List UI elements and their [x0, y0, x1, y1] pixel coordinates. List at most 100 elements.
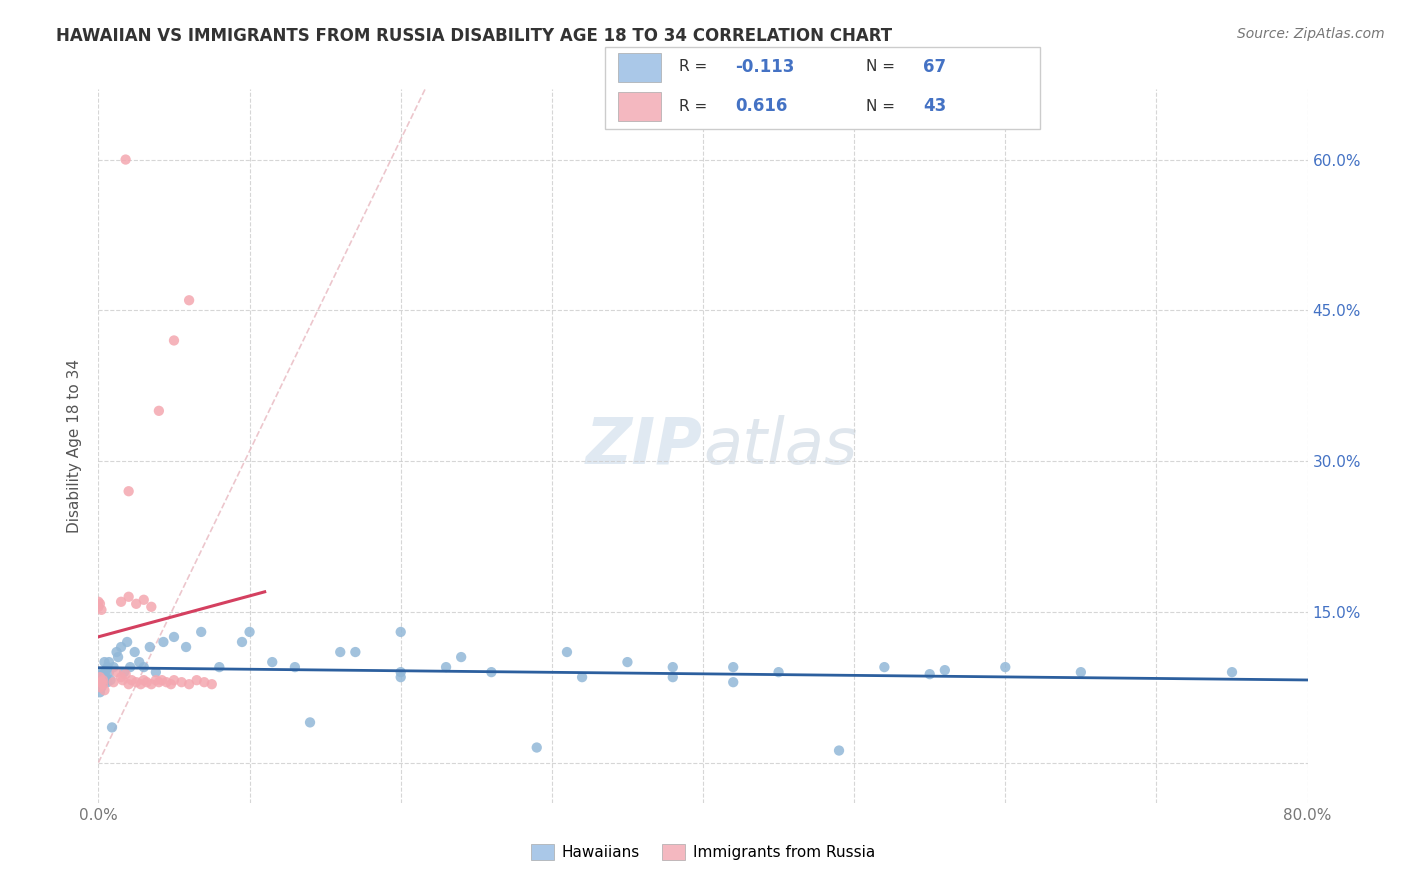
Legend: Hawaiians, Immigrants from Russia: Hawaiians, Immigrants from Russia — [524, 838, 882, 866]
Point — [201, 677, 224, 691]
Point — [118, 677, 141, 691]
Point — [105, 665, 128, 680]
Point — [105, 645, 128, 659]
Point — [87, 673, 110, 688]
Point — [89, 677, 111, 691]
Text: N =: N = — [866, 60, 896, 74]
Point — [87, 595, 110, 609]
Point — [481, 665, 503, 680]
FancyBboxPatch shape — [617, 93, 661, 121]
Point — [121, 673, 143, 688]
Point — [139, 640, 162, 654]
Point — [163, 630, 186, 644]
Point — [128, 655, 150, 669]
Point — [828, 743, 851, 757]
Point — [111, 673, 134, 688]
Point — [145, 673, 167, 688]
Point — [526, 740, 548, 755]
Point — [193, 675, 215, 690]
Point — [661, 670, 683, 684]
Point — [723, 675, 745, 690]
Point — [91, 667, 114, 681]
Text: N =: N = — [866, 99, 896, 114]
Point — [389, 665, 412, 680]
Point — [723, 660, 745, 674]
Point — [114, 153, 136, 167]
Point — [93, 683, 115, 698]
Point — [90, 680, 112, 694]
Point — [115, 635, 138, 649]
Point — [190, 624, 212, 639]
Point — [163, 334, 186, 348]
FancyBboxPatch shape — [617, 53, 661, 82]
Point — [934, 663, 956, 677]
Point — [124, 645, 146, 659]
Point — [150, 673, 173, 688]
Point — [107, 650, 129, 665]
Point — [118, 590, 141, 604]
Point — [262, 655, 284, 669]
Point — [152, 635, 174, 649]
Text: R =: R = — [679, 99, 707, 114]
Point — [239, 624, 262, 639]
Point — [112, 665, 135, 680]
Point — [132, 592, 155, 607]
Point — [1070, 665, 1092, 680]
Point — [89, 680, 111, 694]
Point — [125, 597, 148, 611]
Point — [101, 720, 124, 734]
Point — [90, 665, 112, 680]
Point — [87, 675, 110, 690]
Point — [91, 675, 114, 690]
Point — [90, 603, 112, 617]
Point — [616, 655, 638, 669]
Point — [120, 660, 142, 674]
Point — [110, 640, 132, 654]
Text: HAWAIIAN VS IMMIGRANTS FROM RUSSIA DISABILITY AGE 18 TO 34 CORRELATION CHART: HAWAIIAN VS IMMIGRANTS FROM RUSSIA DISAB… — [56, 27, 893, 45]
Point — [132, 673, 155, 688]
Point — [163, 673, 186, 688]
Point — [118, 484, 141, 499]
FancyBboxPatch shape — [605, 47, 1040, 129]
Point — [141, 677, 163, 691]
Point — [299, 715, 322, 730]
Point — [91, 677, 114, 691]
Text: ZIP: ZIP — [586, 415, 703, 477]
Text: R =: R = — [679, 60, 707, 74]
Point — [98, 665, 121, 680]
Point — [155, 675, 177, 690]
Point — [450, 650, 472, 665]
Text: 0.616: 0.616 — [735, 97, 787, 115]
Point — [160, 677, 183, 691]
Point — [93, 655, 115, 669]
Point — [89, 670, 111, 684]
Text: atlas: atlas — [703, 415, 858, 477]
Point — [344, 645, 367, 659]
Point — [94, 670, 117, 684]
Point — [768, 665, 790, 680]
Point — [125, 675, 148, 690]
Point — [89, 670, 111, 684]
Point — [1220, 665, 1243, 680]
Point — [661, 660, 683, 674]
Point — [571, 670, 593, 684]
Point — [96, 675, 118, 690]
Point — [114, 667, 136, 681]
Point — [93, 673, 115, 688]
Point — [87, 680, 110, 694]
Point — [141, 599, 163, 614]
Point — [148, 675, 170, 690]
Point — [555, 645, 578, 659]
Point — [135, 675, 157, 690]
Point — [110, 670, 132, 684]
Point — [100, 673, 122, 688]
Point — [94, 663, 117, 677]
Point — [87, 599, 110, 614]
Point — [96, 660, 118, 674]
Point — [329, 645, 352, 659]
Point — [174, 640, 197, 654]
Text: Source: ZipAtlas.com: Source: ZipAtlas.com — [1237, 27, 1385, 41]
Point — [434, 660, 457, 674]
Point — [91, 673, 114, 688]
Point — [389, 624, 412, 639]
